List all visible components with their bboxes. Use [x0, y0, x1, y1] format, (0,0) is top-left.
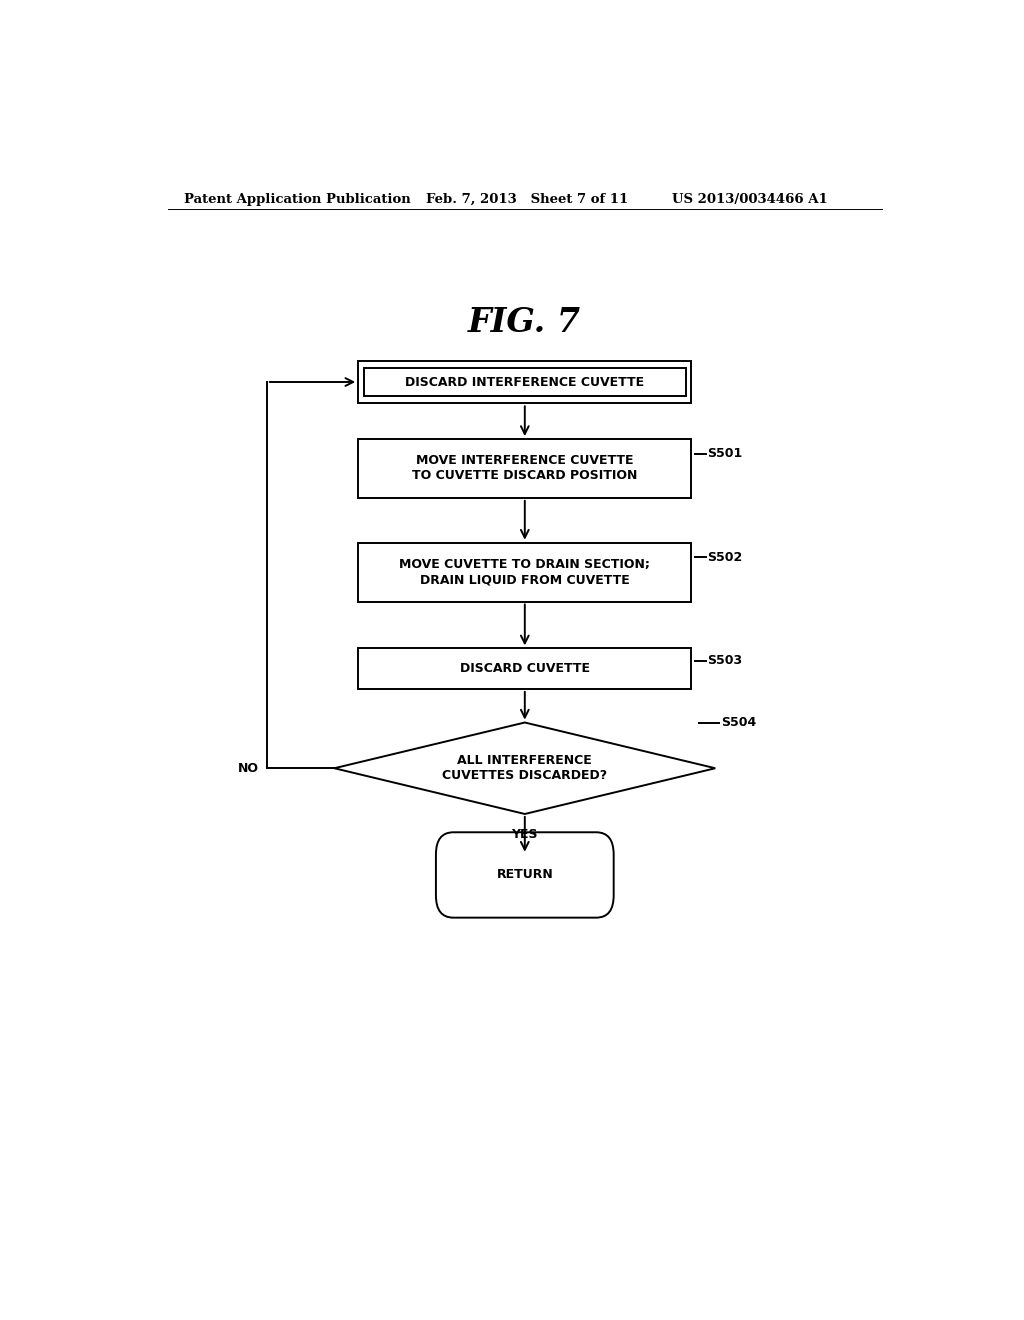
Text: S501: S501 — [708, 447, 742, 461]
FancyBboxPatch shape — [364, 368, 686, 396]
Text: DISCARD INTERFERENCE CUVETTE: DISCARD INTERFERENCE CUVETTE — [406, 375, 644, 388]
Text: S504: S504 — [721, 715, 756, 729]
Text: FIG. 7: FIG. 7 — [468, 306, 582, 339]
Text: S503: S503 — [708, 653, 742, 667]
Text: S502: S502 — [708, 550, 742, 564]
Text: Feb. 7, 2013   Sheet 7 of 11: Feb. 7, 2013 Sheet 7 of 11 — [426, 193, 628, 206]
Text: MOVE CUVETTE TO DRAIN SECTION;
DRAIN LIQUID FROM CUVETTE: MOVE CUVETTE TO DRAIN SECTION; DRAIN LIQ… — [399, 558, 650, 586]
FancyBboxPatch shape — [358, 360, 691, 404]
Text: MOVE INTERFERENCE CUVETTE
TO CUVETTE DISCARD POSITION: MOVE INTERFERENCE CUVETTE TO CUVETTE DIS… — [412, 454, 638, 482]
Text: Patent Application Publication: Patent Application Publication — [183, 193, 411, 206]
Polygon shape — [334, 722, 715, 814]
Text: US 2013/0034466 A1: US 2013/0034466 A1 — [672, 193, 827, 206]
FancyBboxPatch shape — [358, 440, 691, 498]
Text: ALL INTERFERENCE
CUVETTES DISCARDED?: ALL INTERFERENCE CUVETTES DISCARDED? — [442, 754, 607, 783]
FancyBboxPatch shape — [358, 543, 691, 602]
FancyBboxPatch shape — [358, 648, 691, 689]
Text: YES: YES — [512, 828, 538, 841]
Text: DISCARD CUVETTE: DISCARD CUVETTE — [460, 663, 590, 675]
Text: RETURN: RETURN — [497, 869, 553, 882]
Text: NO: NO — [238, 762, 259, 775]
FancyBboxPatch shape — [436, 833, 613, 917]
